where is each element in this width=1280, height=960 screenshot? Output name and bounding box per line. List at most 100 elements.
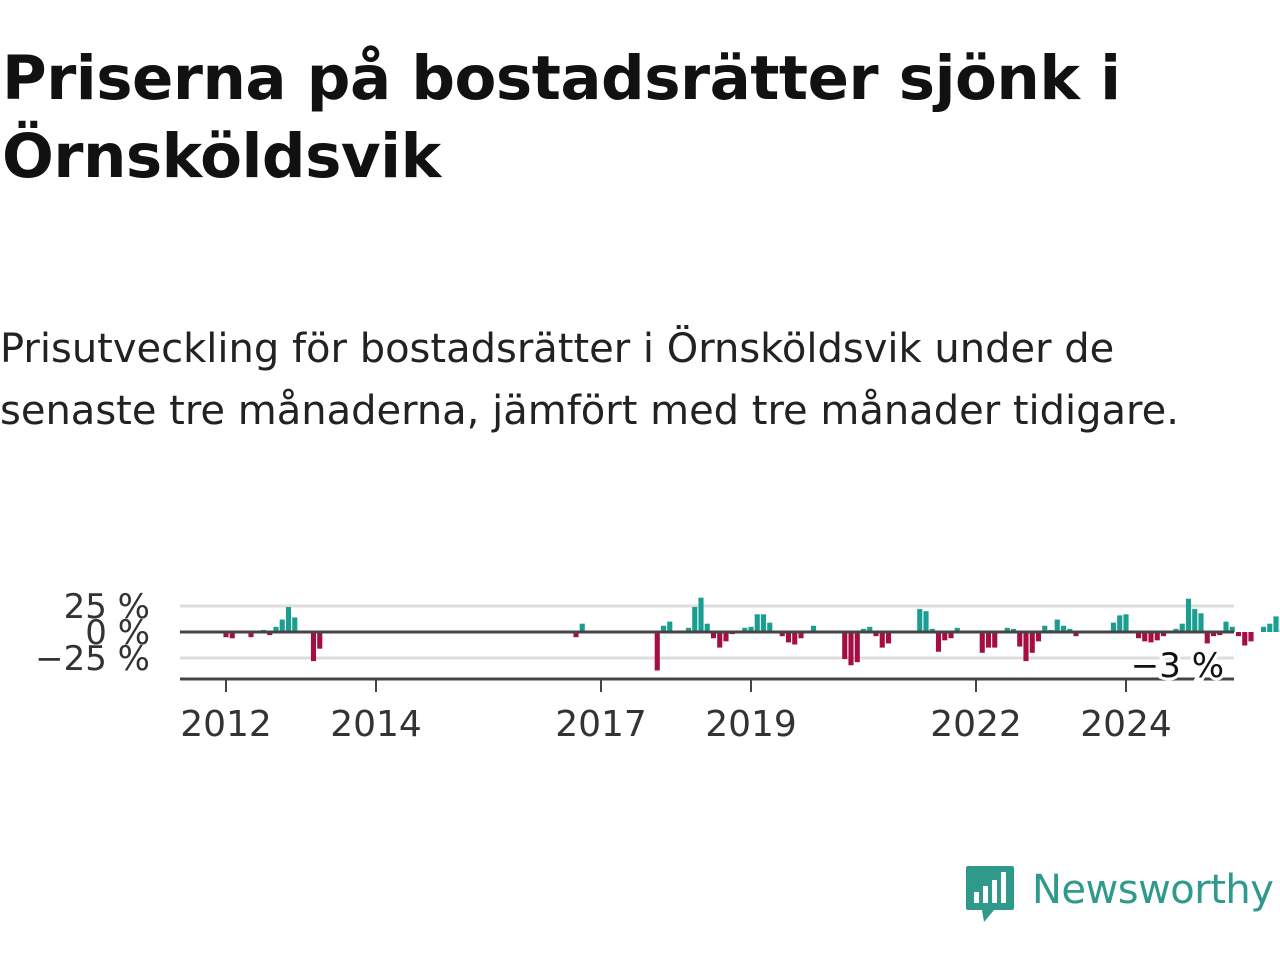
newsworthy-logo-icon [966,866,1014,922]
bar [704,623,710,632]
bar [748,626,754,632]
bar [742,627,748,632]
bar [923,611,929,632]
bar [992,632,998,648]
bar [754,614,760,632]
bar [285,607,292,632]
bar [798,632,804,639]
bar [1123,614,1129,632]
bar [1204,632,1210,644]
bar [1210,632,1217,637]
bar [935,632,942,652]
bars [223,597,1280,671]
bar [848,632,854,666]
bar [698,597,704,632]
bar [1135,632,1142,639]
bar [948,632,954,639]
bar [310,632,317,662]
bar [779,632,785,637]
bar [1054,619,1060,632]
bar [1142,632,1148,642]
bar [1179,623,1185,632]
bar [273,626,279,632]
bar [1267,623,1273,632]
bar [723,632,729,642]
bar [1242,632,1248,646]
bar [879,632,885,648]
bar [292,617,298,632]
bar [767,622,773,632]
bar [1010,628,1017,632]
bar [860,628,867,632]
bar [279,619,285,632]
bar [692,607,698,632]
bar [1223,621,1229,632]
bar [667,621,673,632]
x-tick-label: 2019 [705,704,797,745]
bar [1017,632,1023,647]
bar [842,632,848,660]
bar [248,632,254,638]
x-tick-label: 2024 [1080,704,1172,745]
x-tick-label: 2017 [555,704,647,745]
bar [942,632,948,641]
bar [1248,632,1254,642]
bar [1067,628,1073,632]
x-tick-label: 2012 [180,704,272,745]
bar [1073,632,1079,637]
bar [1029,632,1035,653]
newsworthy-logo: Newsworthy [964,864,1280,928]
bar-chart: 25 %0 %−25 % 2012 2014 2017 2019 2022 2024 −3 % [35,587,1280,745]
bar [579,623,585,632]
bar [954,627,960,632]
bar [1229,626,1235,632]
bar [1260,626,1267,632]
bar [1035,632,1042,642]
bar [1192,609,1198,632]
chart-subtitle: Prisutveckling för bostadsrätter i Örnsk… [0,326,1179,434]
bar [1235,632,1242,637]
bar [854,632,860,663]
brand-name: Newsworthy [1032,867,1274,913]
bar [1173,628,1179,632]
bar [1198,613,1204,632]
bar [929,628,935,632]
bar [979,632,985,653]
bar [1273,616,1279,632]
bar [1185,598,1192,632]
bar [760,614,767,632]
bar [785,632,792,643]
bar [717,632,723,648]
y-tick-label: 0 % [85,613,150,653]
bar [1042,625,1048,632]
grid-lines [180,604,1234,660]
y-tick-label: −25 % [35,639,150,679]
bar [1004,627,1010,632]
chart-title: Priserna på bostadsrätter sjönk i Örnskö… [2,43,1121,192]
bar [885,632,892,644]
bar [573,632,579,638]
bar [1217,632,1223,636]
bar [792,632,798,645]
bar [867,626,873,632]
bar [229,632,235,639]
x-tick-label: 2014 [330,704,422,745]
bar [873,632,879,637]
bar [1110,622,1117,632]
bar [267,632,273,636]
bar [317,632,323,649]
bar [223,632,229,638]
last-value-label: −3 % [1131,646,1224,686]
x-tick-label: 2022 [930,704,1022,745]
bar [685,627,692,632]
bar [1060,625,1067,632]
bar [985,632,992,648]
bar [1023,632,1029,662]
bar [810,625,817,632]
bar [710,632,717,639]
bar [917,609,923,632]
bar [660,625,667,632]
bar [1148,632,1154,643]
axes: 25 %0 %−25 % 2012 2014 2017 2019 2022 2024 −3 % [35,587,1234,745]
bar [1160,632,1167,637]
